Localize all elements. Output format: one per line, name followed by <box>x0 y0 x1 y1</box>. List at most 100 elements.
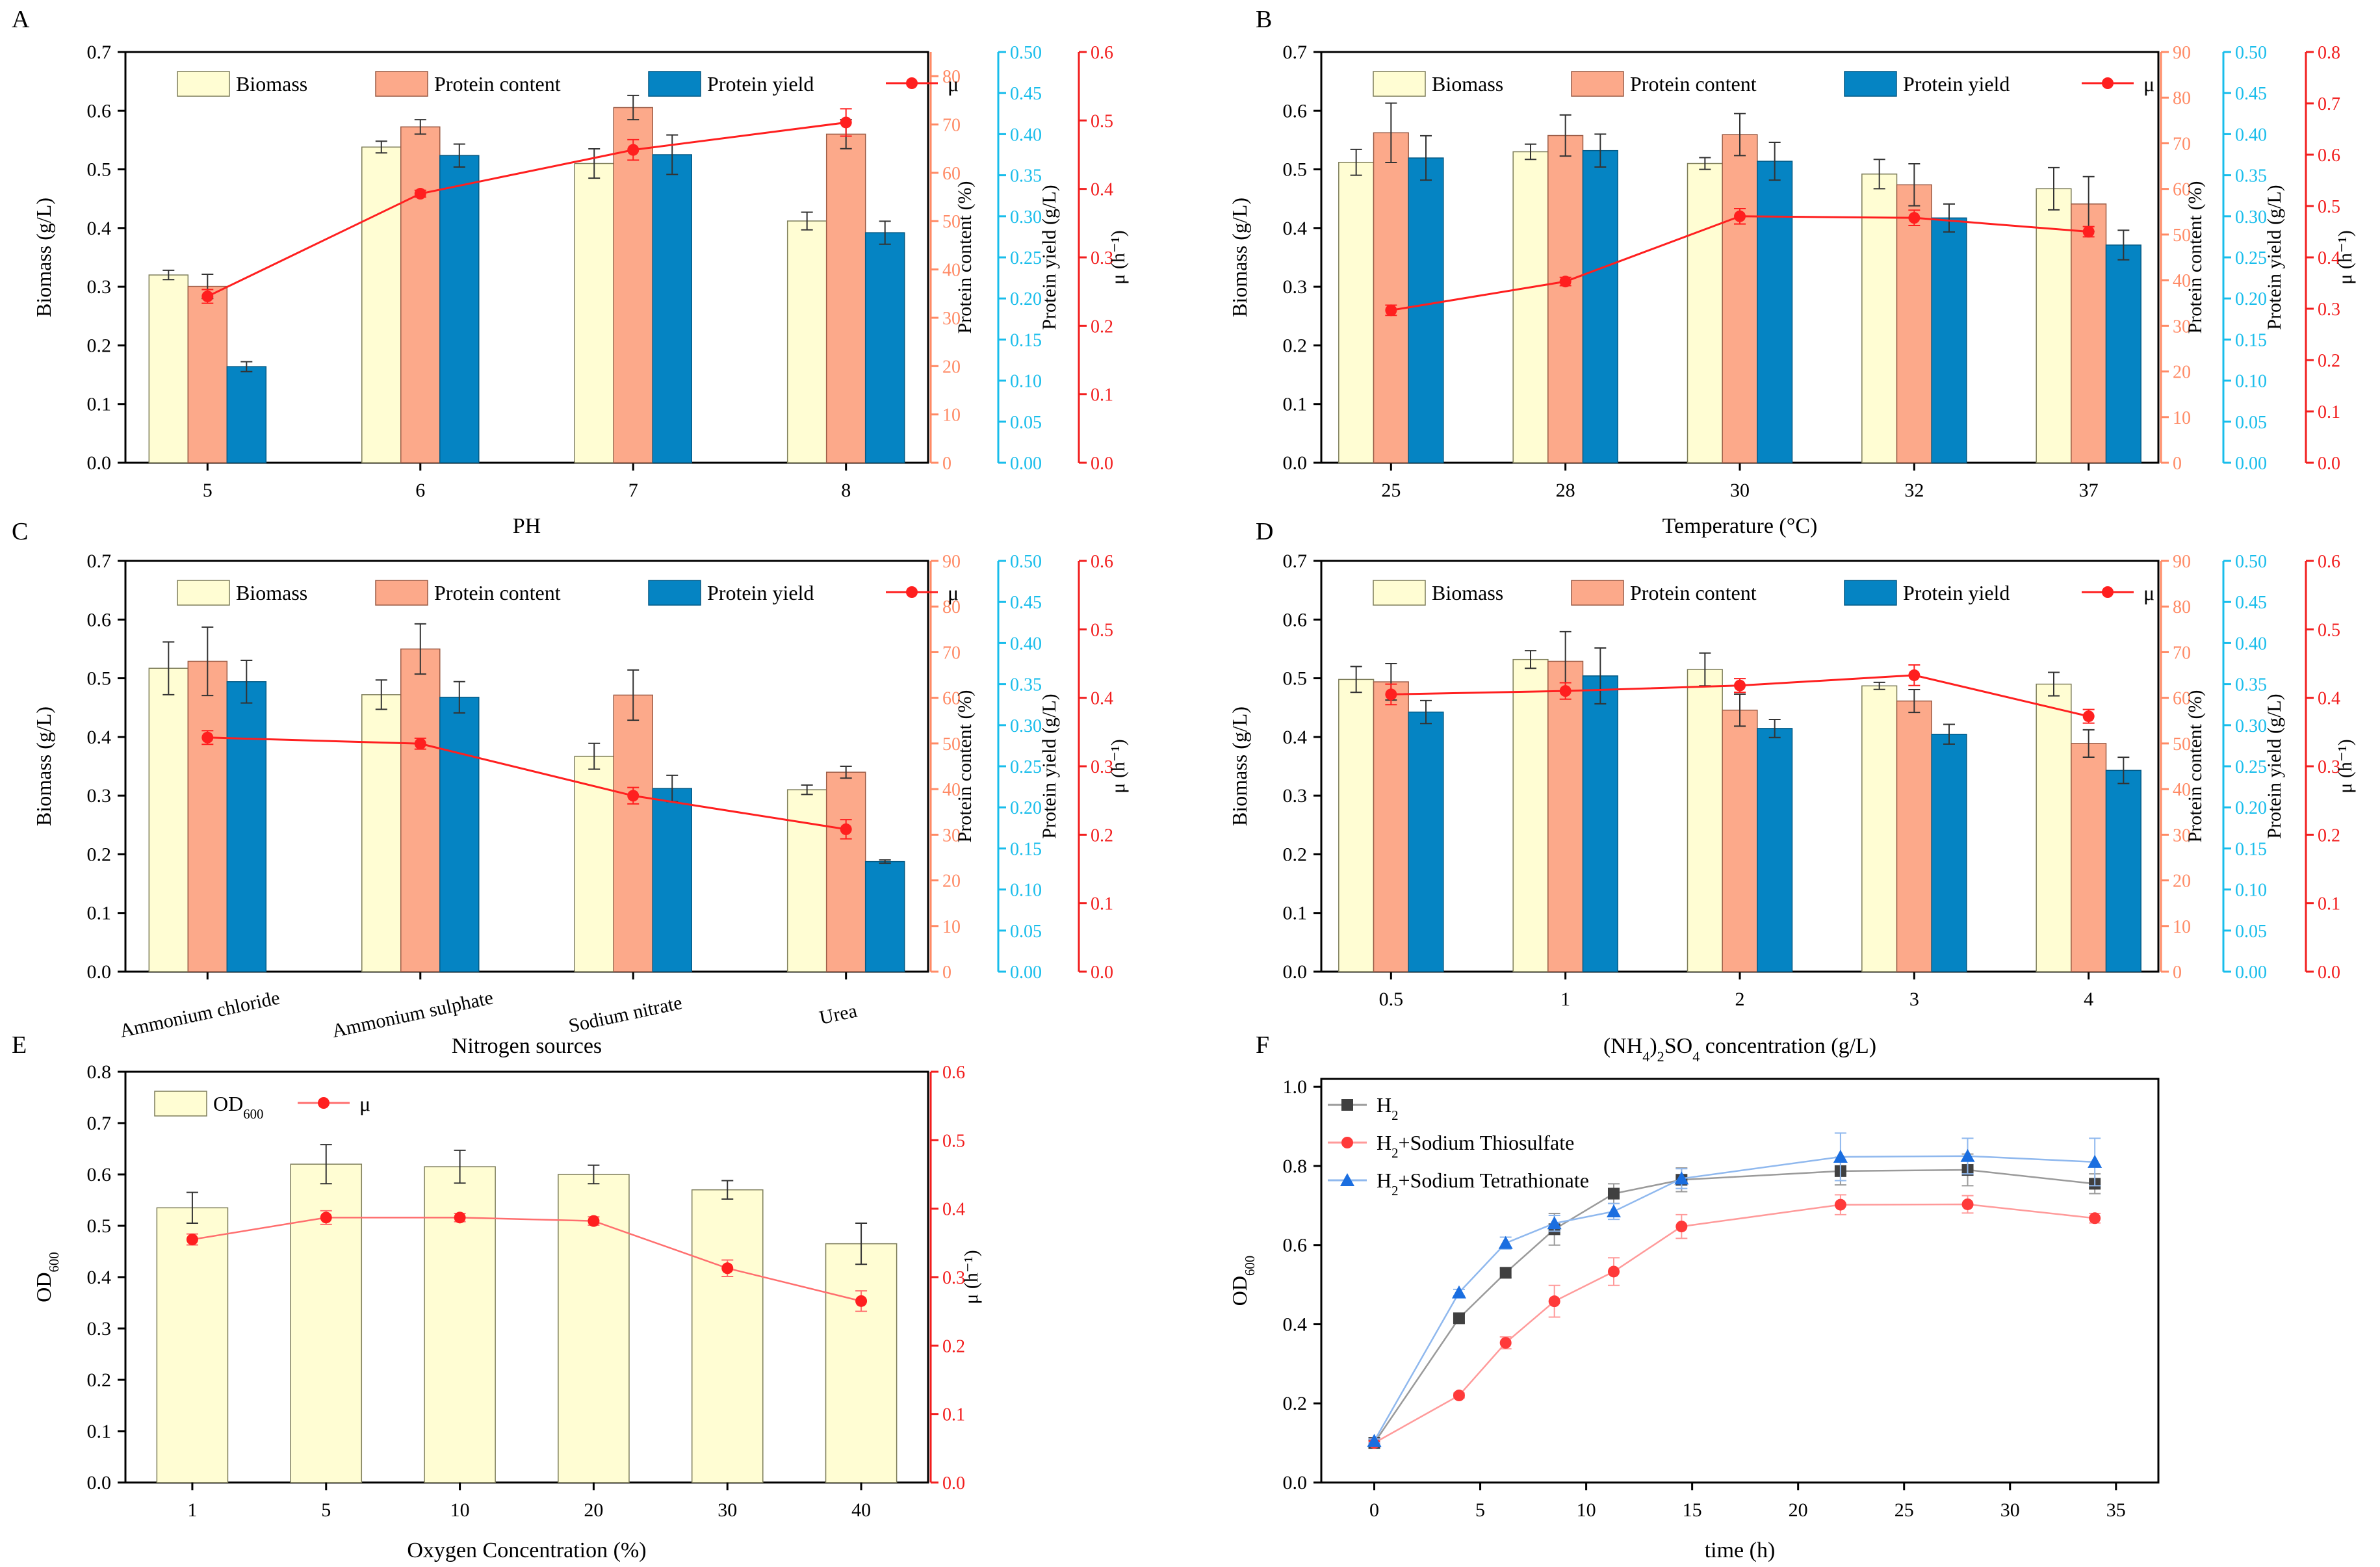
panel-E-y2-tick-label: 0.3 <box>942 1268 965 1288</box>
panel-F-legend-label: H2 <box>1377 1093 1399 1123</box>
panel-C-y-tick-label: 0.4 <box>87 727 112 748</box>
panel-F-legend-label-part: 2 <box>1391 1108 1398 1123</box>
panel-A-bar-protein-yield <box>439 155 480 463</box>
panel-E-y-tick-label: 0.7 <box>87 1113 112 1134</box>
panel-C-legend-label: μ <box>948 581 959 604</box>
panel-D-y2-tick-label: 70 <box>2173 643 2191 663</box>
panel-C-bar-protein-content <box>400 648 441 972</box>
panel-D-bar-protein-yield <box>1582 675 1618 972</box>
panel-B-y4-tick-label: 0.0 <box>2318 454 2340 474</box>
panel-D-y2-tick-label: 10 <box>2173 917 2191 937</box>
panel-F-legend-label-part: +Sodium Thiosulfate <box>1399 1131 1575 1154</box>
panel-A-y3-tick-label: 0.00 <box>1010 454 1042 474</box>
panel-D-y3-tick-label: 0.20 <box>2235 798 2267 818</box>
panel-C-y3-tick-label: 0.05 <box>1010 922 1042 942</box>
panel-D-bar-protein-content <box>1896 700 1932 972</box>
panel-A-y2-tick-label: 80 <box>942 67 961 87</box>
panel-C-legend-label: Protein content <box>434 581 561 604</box>
panel-C-y2-tick-label: 50 <box>942 734 961 755</box>
panel-D-y-tick-label: 0.0 <box>1283 961 1308 983</box>
panel-B-legend-swatch <box>1844 71 1897 97</box>
panel-D-x-tick-label: 4 <box>2084 989 2093 1010</box>
panel-E-plot-frame <box>124 1070 929 1484</box>
panel-D-panel-label: D <box>1256 518 1273 545</box>
panel-B-bar-biomass <box>1687 162 1723 463</box>
panel-B-y3-tick-label: 0.20 <box>2235 289 2267 309</box>
panel-F-point-thiosulfate <box>1499 1337 1512 1349</box>
panel-E-x-tick-label: 20 <box>584 1499 603 1521</box>
panel-D-y4-tick-label: 0.4 <box>2318 689 2340 709</box>
panel-E-y-label-part: 600 <box>47 1252 62 1272</box>
panel-F-point-h2 <box>1607 1187 1620 1200</box>
panel-B-legend-swatch <box>1571 71 1624 97</box>
panel-B-y2-tick-label: 70 <box>2173 134 2191 154</box>
panel-B-y4-tick-label: 0.5 <box>2318 197 2340 217</box>
panel-D-bar-protein-content <box>1722 709 1758 972</box>
panel-B-bar-protein-content <box>1547 135 1584 463</box>
panel-B-y3-tick-label: 0.05 <box>2235 413 2267 433</box>
panel-C-y2-label: Protein content (%) <box>954 690 976 843</box>
panel-F-point-tetrathionate <box>1833 1149 1848 1163</box>
panel-C-mu-point <box>414 738 426 750</box>
panel-D-y3-label: Protein yield (g/L) <box>2264 693 2285 838</box>
panel-B-y4-tick-label: 0.4 <box>2318 248 2340 268</box>
panel-A-y3-tick-label: 0.50 <box>1010 43 1042 63</box>
panel-E-y2-tick-label: 0.0 <box>942 1473 965 1494</box>
panel-D-legend: Biomass Protein content Protein yield μ <box>1373 580 2154 606</box>
panel-F-point-tetrathionate <box>1451 1285 1466 1299</box>
panel-A-y4-tick-label: 0.1 <box>1091 385 1113 406</box>
panel-A-legend-swatch <box>177 71 230 97</box>
panel-E-x-tick-label: 40 <box>851 1499 871 1521</box>
panel-E-bar-od600 <box>825 1243 898 1483</box>
panel-F-line-thiosulfate <box>1373 1203 2095 1444</box>
panel-F-x-tick-label: 35 <box>2106 1499 2126 1521</box>
panel-B-y3-tick-label: 0.30 <box>2235 207 2267 227</box>
panel-D-y4-tick-label: 0.0 <box>2318 963 2340 983</box>
panel-D-y-tick-label: 0.4 <box>1283 727 1308 748</box>
panel-D-x-tick-label: 0.5 <box>1379 989 1404 1010</box>
panel-B-y2-label: Protein content (%) <box>2184 181 2206 334</box>
panel-C-y3-label: Protein yield (g/L) <box>1039 693 1060 838</box>
panel-A-y2-tick-label: 70 <box>942 116 961 136</box>
panel-B-y2-tick-label: 20 <box>2173 363 2191 383</box>
panel-E-y-tick-label: 0.4 <box>87 1267 112 1288</box>
panel-A-x-label: PH <box>513 514 541 538</box>
panel-D-bar-biomass <box>2036 683 2072 972</box>
panel-A-mu-line <box>207 122 846 298</box>
panel-A-mu-point <box>201 291 214 303</box>
panel-C-y3-tick-label: 0.10 <box>1010 881 1042 901</box>
panel-C-y2-tick-label: 30 <box>942 825 961 846</box>
panel-E-y2-tick-label: 0.2 <box>942 1336 965 1356</box>
panel-E-x-tick-label: 30 <box>718 1499 737 1521</box>
panel-A-bar-protein-content <box>825 133 866 463</box>
panel-B-x-tick-label: 32 <box>1904 480 1924 501</box>
panel-B-legend-label: Biomass <box>1432 72 1503 96</box>
panel-E-y-tick-label: 0.8 <box>87 1061 112 1083</box>
panel-A-y3-tick-label: 0.35 <box>1010 166 1042 187</box>
panel-B-x-tick-label: 30 <box>1730 480 1750 501</box>
panel-C-x-tick-label: Urea <box>818 1000 859 1029</box>
panel-B-y-tick-label: 0.3 <box>1283 276 1308 298</box>
panel-D-y-tick-label: 0.3 <box>1283 785 1308 807</box>
panel-C-y-tick-label: 0.2 <box>87 844 112 865</box>
panel-F-panel-label: F <box>1256 1031 1269 1059</box>
panel-C-y2-tick-label: 70 <box>942 643 961 663</box>
panel-B-y-tick-label: 0.1 <box>1283 394 1308 415</box>
panel-C-mu-point <box>201 731 214 744</box>
panel-B-y3-label: Protein yield (g/L) <box>2264 185 2285 330</box>
panel-C-y4-tick-label: 0.3 <box>1091 757 1113 777</box>
panel-C-y2-tick-label: 80 <box>942 597 961 617</box>
panel-D-y3-tick-label: 0.35 <box>2235 675 2267 695</box>
panel-E-y2-tick-label: 0.5 <box>942 1131 965 1151</box>
panel-A-bar-protein-content <box>613 107 653 463</box>
panel-D-y4-tick-label: 0.5 <box>2318 620 2340 640</box>
panel-E-legend-label-part: OD <box>213 1092 243 1115</box>
panel-A-bar-biomass <box>574 162 614 463</box>
panel-C-bar-biomass <box>786 789 827 972</box>
panel-E-y-tick-label: 0.1 <box>87 1421 112 1442</box>
panel-F-y-label-part: 600 <box>1243 1256 1258 1276</box>
panel-B-y4-tick-label: 0.1 <box>2318 402 2340 422</box>
panel-D-mu-point <box>2082 710 2095 723</box>
panel-D-x-tick-label: 3 <box>1909 989 1919 1010</box>
panel-F-point-thiosulfate <box>1548 1295 1560 1308</box>
